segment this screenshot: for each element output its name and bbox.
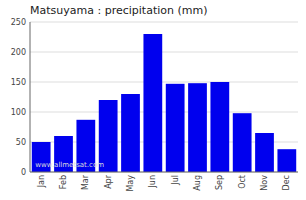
bar <box>277 149 296 172</box>
x-tick-label: May <box>126 175 135 192</box>
y-tick-label: 150 <box>11 78 26 87</box>
bar <box>210 82 229 172</box>
title: Matsuyama : precipitation (mm) <box>30 4 207 17</box>
grid-line <box>30 112 298 113</box>
x-tick-label: Oct <box>238 175 247 189</box>
y-tick-label: 250 <box>11 18 26 27</box>
chart-container: Matsuyama : precipitation (mm) 0 50 100 150 2… <box>0 0 306 200</box>
x-tick-label: Sep <box>215 175 224 190</box>
x-tick-label: Jan <box>37 175 46 188</box>
x-tick-label: Mar <box>81 174 90 190</box>
x-tick-label: Nov <box>260 175 269 191</box>
grid-line <box>30 52 298 53</box>
grid <box>30 22 298 172</box>
y-tick-label: 50 <box>16 138 26 147</box>
x-tick-label: Feb <box>59 175 68 189</box>
grid-line <box>30 82 298 83</box>
bar <box>121 94 140 172</box>
bar <box>233 113 252 172</box>
x-tick-label: Jun <box>148 175 157 189</box>
watermark: www.allmetsat.com <box>35 161 104 169</box>
x-tick-label: Aug <box>193 175 202 191</box>
x-tick-label: Apr <box>104 174 113 189</box>
bar <box>188 83 207 172</box>
bar <box>255 133 274 172</box>
y-tick-label: 0 <box>21 168 26 177</box>
chart-svg: Matsuyama : precipitation (mm) 0 50 100 150 2… <box>0 0 306 200</box>
bar <box>166 84 185 172</box>
y-axis-line <box>30 22 31 172</box>
y-tick-label: 200 <box>11 48 26 57</box>
x-tick-label: Jul <box>171 175 180 186</box>
grid-line <box>30 22 298 23</box>
bars <box>32 34 296 172</box>
bar <box>143 34 162 172</box>
y-tick-label: 100 <box>11 108 26 117</box>
x-axis-line <box>30 172 298 173</box>
grid-line <box>30 172 298 173</box>
x-tick-label: Dec <box>282 175 291 190</box>
